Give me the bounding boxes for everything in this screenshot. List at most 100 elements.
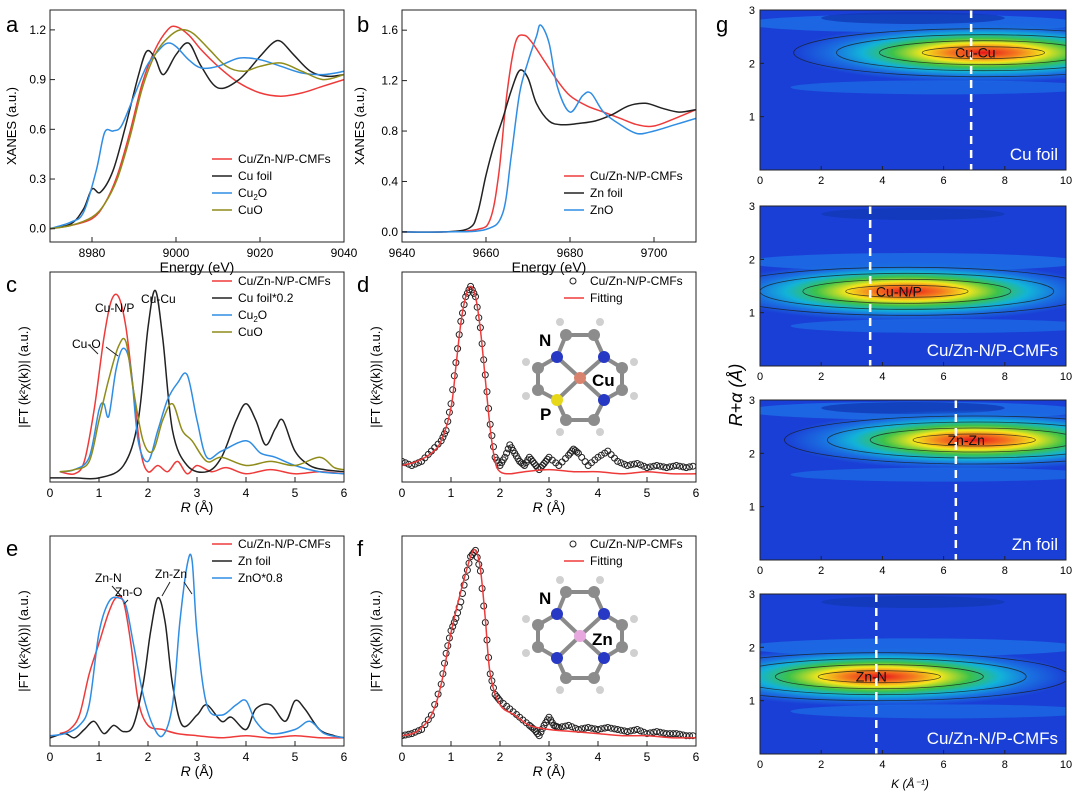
data-point — [672, 462, 680, 469]
legend-label: Cu foil — [238, 169, 272, 183]
series-line-c-3 — [59, 337, 344, 473]
data-point — [637, 727, 644, 735]
x-axis-title: R (Å) — [181, 499, 214, 515]
y-axis-title: |FT (k²χ(k))| (a.u.) — [16, 590, 31, 691]
data-point — [402, 457, 406, 465]
legend-label: Cu/Zn-N/P-CMFs — [238, 152, 331, 166]
annotation-zn-n: Zn-N — [95, 571, 122, 585]
data-point — [666, 463, 674, 471]
legend-label: Fitting — [590, 291, 623, 305]
data-point — [421, 721, 429, 729]
data-point — [501, 453, 509, 461]
heatmap-peak — [793, 22, 1066, 83]
x-tick-label: 3 — [194, 486, 201, 500]
plot-frame-d — [401, 271, 697, 483]
x-tick-label: 8 — [1002, 175, 1008, 187]
panel-letter-e: e — [6, 536, 18, 561]
legend-label: ZnO — [590, 203, 613, 217]
y-tick-label: 0.3 — [29, 172, 46, 186]
data-point — [617, 459, 625, 467]
x-tick-label: 1 — [448, 486, 455, 500]
x-tick-label: 9040 — [331, 246, 358, 260]
map-sample-label: Cu/Zn-N/P-CMFs — [927, 341, 1058, 360]
x-tick-label: 4 — [879, 759, 885, 771]
data-point — [637, 461, 644, 469]
x-tick-label: 4 — [879, 371, 885, 383]
arrow-cu-o — [88, 344, 99, 355]
series-line-a-1 — [50, 39, 344, 230]
y-tick-label: 2 — [749, 254, 755, 266]
panel-letter-b: b — [357, 12, 369, 37]
data-point — [604, 724, 612, 731]
x-tick-label: 2 — [818, 759, 824, 771]
x-tick-label: 8 — [1002, 565, 1008, 577]
data-point — [653, 728, 661, 736]
data-point — [686, 463, 693, 471]
zn-n-structure-inset: N Zn — [522, 576, 638, 694]
x-tick-label: 4 — [243, 486, 250, 500]
y-tick-label: 1.2 — [29, 23, 46, 37]
data-point — [597, 451, 605, 459]
data-point — [467, 282, 475, 290]
data-point — [540, 460, 548, 467]
x-tick-label: 5 — [644, 750, 651, 764]
legend-label: CuO — [238, 325, 263, 339]
x-tick-label: 9700 — [641, 246, 668, 260]
y-axis-title: XANES (a.u.) — [352, 87, 367, 165]
data-point — [588, 724, 595, 732]
data-point — [627, 727, 635, 735]
legend-label: Zn foil — [238, 554, 271, 568]
data-point — [437, 437, 445, 445]
data-point — [491, 691, 499, 698]
map-frame — [759, 593, 1067, 755]
legend-label: Cu/Zn-N/P-CMFs — [238, 274, 331, 288]
y-tick-label: 0.0 — [381, 225, 398, 239]
data-point — [617, 726, 625, 734]
series-line-b-1 — [402, 69, 696, 233]
inset-label-n: N — [539, 331, 551, 350]
y-tick-label: 2 — [749, 448, 755, 460]
data-point — [611, 725, 618, 733]
y-tick-label: 3 — [749, 589, 755, 601]
annotation-zn-zn: Zn-Zn — [155, 567, 187, 581]
data-point — [565, 451, 573, 459]
y-tick-label: 1 — [749, 696, 755, 708]
panel-letter-a: a — [6, 12, 19, 37]
series-line-d-1 — [402, 285, 696, 475]
y-axis-title: |FT (k²χ(k))| (a.u.) — [16, 326, 31, 427]
legend-label: Fitting — [590, 554, 623, 568]
x-tick-label: 0 — [757, 371, 763, 383]
series-line-a-3 — [50, 28, 344, 230]
map-frame — [759, 9, 1067, 171]
x-tick-label: 4 — [879, 565, 885, 577]
series-line-c-1 — [50, 289, 344, 480]
x-tick-label: 5 — [292, 750, 299, 764]
legend-label: Cu/Zn-N/P-CMFs — [590, 169, 683, 183]
legend-label: Cu2O — [238, 308, 267, 324]
data-point — [573, 448, 581, 456]
x-axis-title: R (Å) — [181, 763, 214, 779]
ft-exafs-cu-chart: 0 1 2 3 4 5 6 R (Å) |FT (k²χ(k))| (a.u.) Cu/Zn-N/… — [16, 271, 348, 515]
peak-label: Zn-Zn — [948, 432, 985, 448]
y-axis-title: |FT (k²χ(k))| (a.u.) — [368, 590, 383, 691]
x-tick-label: 5 — [644, 486, 651, 500]
y-tick-label: 0.0 — [29, 222, 46, 236]
x-tick-label: 0 — [399, 750, 406, 764]
inset-label-p: P — [540, 405, 551, 424]
inset-label-n-zn: N — [539, 589, 551, 608]
x-tick-label: 0 — [757, 759, 763, 771]
x-tick-label: 2 — [145, 486, 152, 500]
cu-n-p-structure-inset: N Cu P — [522, 318, 638, 436]
data-point — [623, 728, 631, 736]
data-point — [411, 460, 419, 468]
arrow-zn-zn — [161, 581, 171, 597]
x-tick-label: 2 — [818, 371, 824, 383]
x-tick-label: 0 — [757, 565, 763, 577]
data-point — [633, 460, 641, 467]
data-point — [623, 462, 631, 469]
data-point — [530, 460, 538, 467]
data-point — [459, 590, 466, 597]
data-point — [543, 455, 551, 463]
y-tick-label: 0.9 — [29, 73, 46, 87]
